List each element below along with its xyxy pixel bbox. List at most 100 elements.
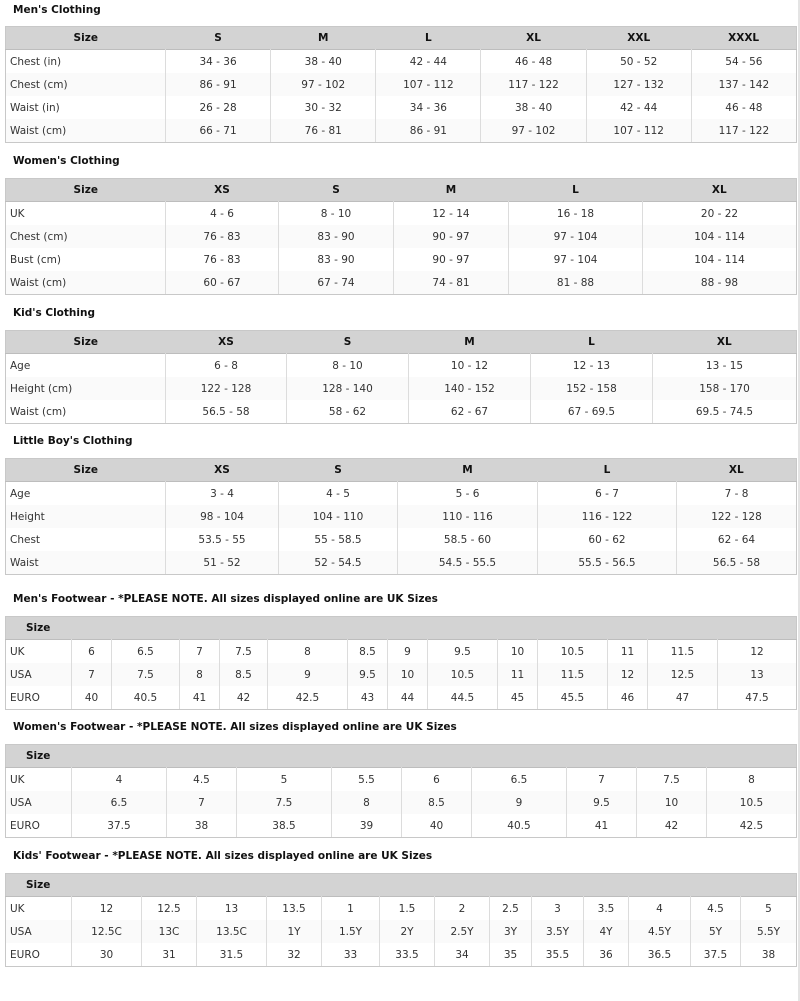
table-cell: 2.5Y [434, 920, 490, 943]
table-row: Waist (in) 26 - 28 30 - 32 34 - 36 38 - 40 42… [5, 96, 797, 119]
table-row: Chest (cm) 86 - 91 97 - 102 107 - 112 117 - … [5, 73, 797, 96]
table-cell: 76 - 83 [165, 225, 279, 248]
table-cell: 12.5 [141, 896, 197, 920]
table-row: Chest (cm) 76 - 83 83 - 90 90 - 97 97 - 104 1… [5, 225, 797, 248]
table-row: UK 12 12.5 13 13.5 1 1.5 2 2.5 3 3.5 4 4.5 5 [5, 896, 797, 920]
womens-footwear-table: Size UK 4 4.5 5 5.5 6 6.5 7 7.5 8 USA 6.5 7 7.5 8 8.5 9 9.… [5, 744, 797, 838]
table-cell: 51 - 52 [165, 551, 279, 575]
table-cell: 30 - 32 [270, 96, 376, 119]
table-cell: 9 [471, 791, 567, 814]
row-label: EURO [5, 943, 72, 967]
table-cell: 67 - 69.5 [530, 400, 653, 424]
table-cell: 128 - 140 [286, 377, 409, 400]
table-cell: 10 - 12 [408, 353, 531, 377]
table-cell: 152 - 158 [530, 377, 653, 400]
size-column-header: S [286, 330, 409, 354]
table-cell: 1.5Y [321, 920, 380, 943]
size-header: Size [5, 744, 797, 768]
table-cell: 5.5Y [740, 920, 797, 943]
table-cell: 60 - 67 [165, 271, 279, 295]
table-cell: 42.5 [267, 686, 348, 710]
size-column-header: XL [480, 26, 587, 50]
table-cell: 41 [179, 686, 220, 710]
table-row: EURO 37.5 38 38.5 39 40 40.5 41 42 42.5 [5, 814, 797, 838]
size-column-header: L [530, 330, 653, 354]
table-row: UK 6 6.5 7 7.5 8 8.5 9 9.5 10 10.5 11 11.5 12 [5, 639, 797, 663]
table-cell: 107 - 112 [375, 73, 481, 96]
table-cell: 13 [717, 663, 797, 686]
row-label: Chest (in) [5, 49, 166, 73]
kids-footwear-title: Kids' Footwear - *PLEASE NOTE. All sizes… [13, 850, 433, 862]
table-row: EURO 30 31 31.5 32 33 33.5 34 35 35.5 36 36.5 37.5 38 [5, 943, 797, 967]
size-header: Size [5, 458, 166, 482]
table-cell: 62 - 64 [676, 528, 797, 551]
table-cell: 8 [331, 791, 402, 814]
table-cell: 76 - 83 [165, 248, 279, 271]
table-cell: 31 [141, 943, 197, 967]
table-cell: 37.5 [690, 943, 741, 967]
table-cell: 104 - 114 [642, 248, 797, 271]
table-cell: 83 - 90 [278, 248, 394, 271]
table-cell: 42 [636, 814, 707, 838]
table-cell: 44 [387, 686, 428, 710]
table-cell: 6 [401, 767, 472, 791]
table-cell: 98 - 104 [165, 505, 279, 528]
table-cell: 4 [71, 767, 167, 791]
table-row: Bust (cm) 76 - 83 83 - 90 90 - 97 97 - 104 10… [5, 248, 797, 271]
table-cell: 104 - 110 [278, 505, 398, 528]
size-column-header: M [408, 330, 531, 354]
row-label: EURO [5, 686, 72, 710]
table-row: EURO 40 40.5 41 42 42.5 43 44 44.5 45 45.5 46 47 47.5 [5, 686, 797, 710]
table-cell: 42 [219, 686, 268, 710]
size-column-header: M [270, 26, 376, 50]
table-cell: 8 [179, 663, 220, 686]
header-row: Size [5, 873, 797, 897]
kids-footwear-table: Size UK 12 12.5 13 13.5 1 1.5 2 2.5 3 3.5 4 4.5 5 USA 12… [5, 873, 797, 967]
womens-clothing-title: Women's Clothing [13, 155, 120, 167]
table-cell: 140 - 152 [408, 377, 531, 400]
size-column-header: XXL [586, 26, 692, 50]
table-cell: 46 - 48 [690, 96, 797, 119]
table-cell: 5 [236, 767, 332, 791]
table-cell: 38 - 40 [480, 96, 587, 119]
table-cell: 5 - 6 [397, 481, 538, 505]
table-cell: 55.5 - 56.5 [537, 551, 677, 575]
table-cell: 11 [497, 663, 538, 686]
table-cell: 117 - 122 [480, 73, 587, 96]
table-cell: 37.5 [71, 814, 167, 838]
table-cell: 5Y [690, 920, 741, 943]
size-column-header: XS [165, 178, 279, 202]
table-row: Chest 53.5 - 55 55 - 58.5 58.5 - 60 60 - 62 6… [5, 528, 797, 551]
table-cell: 34 - 36 [375, 96, 481, 119]
table-cell: 39 [331, 814, 402, 838]
table-cell: 13.5 [266, 896, 322, 920]
row-label: Waist (cm) [5, 400, 166, 424]
table-cell: 47 [647, 686, 718, 710]
row-label: UK [5, 639, 72, 663]
size-column-header: M [397, 458, 538, 482]
table-cell: 10.5 [537, 639, 608, 663]
table-cell: 11 [607, 639, 648, 663]
table-cell: 97 - 102 [270, 73, 376, 96]
table-cell: 56.5 - 58 [676, 551, 797, 575]
table-cell: 20 - 22 [642, 201, 797, 225]
table-cell: 47.5 [717, 686, 797, 710]
table-cell: 12.5C [71, 920, 142, 943]
table-cell: 12 [607, 663, 648, 686]
table-cell: 50 - 52 [585, 49, 692, 73]
table-cell: 8 - 10 [286, 353, 409, 377]
table-cell: 7.5 [236, 791, 332, 814]
page-right-border [798, 0, 800, 1001]
womens-footwear-title: Women's Footwear - *PLEASE NOTE. All siz… [13, 721, 457, 733]
little-boys-clothing-title: Little Boy's Clothing [13, 435, 133, 447]
table-cell: 137 - 142 [690, 73, 797, 96]
table-row: USA 6.5 7 7.5 8 8.5 9 9.5 10 10.5 [5, 791, 797, 814]
row-label: Waist (in) [5, 96, 166, 119]
size-column-header: L [537, 458, 677, 482]
kids-clothing-title: Kid's Clothing [13, 307, 95, 319]
table-cell: 42 - 44 [585, 96, 692, 119]
row-label: EURO [5, 814, 72, 838]
